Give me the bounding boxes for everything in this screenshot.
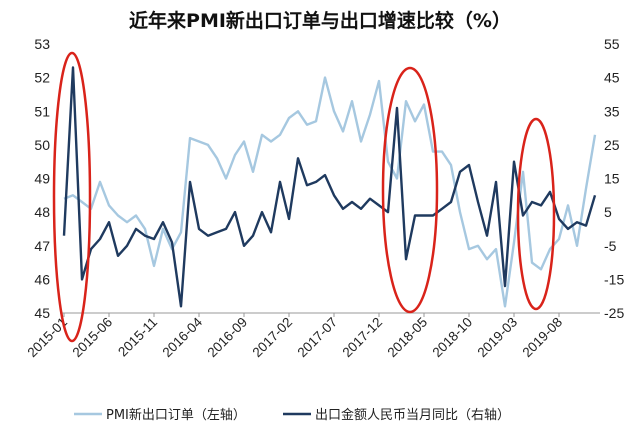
right-tick-label: 45 <box>604 70 620 86</box>
legend-label-pmi: PMI新出口订单（左轴） <box>106 407 246 423</box>
legend: PMI新出口订单（左轴） 出口金额人民币当月同比（右轴） <box>74 407 510 423</box>
highlight-ellipse-2019 <box>516 117 556 311</box>
series-line-pmi-new-export-orders <box>63 76 597 308</box>
left-axis: 45 46 47 48 49 50 51 52 53 <box>34 36 50 321</box>
right-tick-label: -5 <box>604 238 617 254</box>
left-tick-label: 49 <box>34 171 50 187</box>
right-tick-label: 35 <box>604 103 620 119</box>
x-tick-label: 2019-03 <box>474 315 520 361</box>
x-tick-label: 2016-04 <box>159 314 205 360</box>
x-tick-label: 2017-07 <box>294 315 340 361</box>
x-axis: 2015-01 2015-06 2015-11 2016-04 2016-09 2017-… <box>24 313 565 360</box>
left-tick-label: 53 <box>34 36 50 52</box>
right-tick-label: 55 <box>604 36 620 52</box>
left-tick-label: 52 <box>34 70 50 86</box>
chart-title: 近年来PMI新出口订单与出口增速比较（%） <box>129 9 511 32</box>
highlight-ellipse-2018 <box>381 66 439 314</box>
left-tick-label: 46 <box>34 271 50 287</box>
highlight-ellipse-2015 <box>52 51 92 343</box>
right-axis: -25 -15 -5 5 15 25 35 45 55 <box>604 36 624 321</box>
right-tick-label: 5 <box>604 204 612 220</box>
right-tick-label: 25 <box>604 137 620 153</box>
left-tick-label: 51 <box>34 103 50 119</box>
left-tick-label: 48 <box>34 204 50 220</box>
x-tick-label: 2017-12 <box>339 315 385 361</box>
x-tick-label: 2019-08 <box>519 315 565 361</box>
right-tick-label: 15 <box>604 171 620 187</box>
left-tick-label: 45 <box>34 305 50 321</box>
x-tick-label: 2018-10 <box>429 315 475 361</box>
x-tick-label: 2017-02 <box>249 315 295 361</box>
right-tick-label: -25 <box>604 305 624 321</box>
x-tick-label: 2016-09 <box>204 315 250 361</box>
left-tick-label: 50 <box>34 137 50 153</box>
legend-label-export: 出口金额人民币当月同比（右轴） <box>315 407 510 423</box>
left-tick-label: 47 <box>34 238 50 254</box>
series-line-export-yoy <box>62 66 597 308</box>
right-tick-label: -15 <box>604 271 624 287</box>
x-tick-label: 2015-11 <box>115 315 160 360</box>
x-tick-label: 2018-05 <box>384 315 430 361</box>
